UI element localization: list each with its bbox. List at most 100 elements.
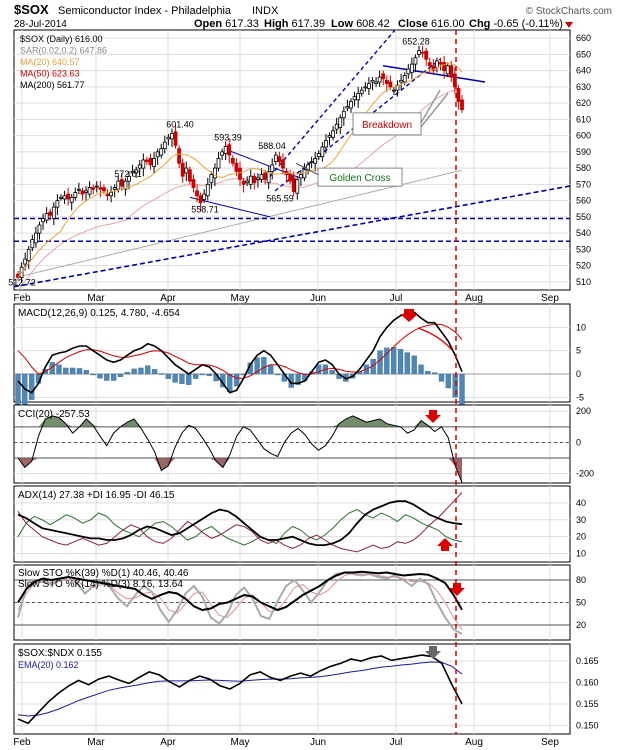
price-annotation: 558.71 bbox=[191, 205, 219, 215]
candle-body bbox=[191, 179, 196, 189]
candle-body bbox=[44, 213, 49, 221]
price-annotation: 512.72 bbox=[8, 277, 36, 287]
macd-hist-bar bbox=[418, 364, 424, 375]
price-legend-item: MA(50) 623.63 bbox=[20, 69, 80, 79]
stoch-label-k39: Slow STO %K(39) %D(1) 40.46, 40.46 bbox=[18, 568, 189, 579]
candle-body bbox=[363, 86, 368, 89]
candle-body bbox=[345, 105, 350, 109]
price-tick-label: 590 bbox=[576, 147, 591, 157]
breakdown-box bbox=[352, 112, 422, 136]
candle-body bbox=[424, 50, 429, 60]
macd-hist-bar bbox=[186, 373, 192, 385]
candle-body bbox=[180, 162, 185, 177]
candle-body bbox=[137, 164, 142, 169]
candle-body bbox=[417, 50, 421, 55]
candle-body bbox=[320, 146, 325, 158]
candle-body bbox=[155, 151, 160, 158]
candle-body bbox=[30, 239, 35, 249]
macd-hist-bar bbox=[404, 352, 411, 375]
stochastics-panel: 80 50 20 Slow STO %K(39) %D(1) 40.46, 40.46… bbox=[13, 564, 586, 641]
down-arrow-icon bbox=[425, 410, 441, 423]
candle-body bbox=[195, 190, 199, 197]
candle-body bbox=[84, 190, 88, 193]
candle-body bbox=[37, 224, 42, 234]
candle-body bbox=[98, 187, 103, 190]
candle-body bbox=[309, 161, 314, 164]
macd-hist-bar bbox=[145, 365, 151, 375]
month-label: Jul bbox=[390, 737, 403, 748]
stochastics-tick-label: 80 bbox=[576, 575, 586, 585]
month-label: Aug bbox=[465, 293, 483, 304]
golden-cross-box bbox=[317, 167, 403, 187]
candle-body bbox=[34, 232, 38, 244]
candle-body bbox=[374, 81, 378, 85]
plus-di-line bbox=[17, 509, 463, 546]
candle-body bbox=[51, 206, 56, 219]
candle-body bbox=[313, 157, 318, 164]
stochastics-tick-label: 50 bbox=[576, 598, 586, 608]
cci-panel: 200 0 -200 CCI(20) -257.53 bbox=[13, 404, 594, 484]
macd-hist-bar bbox=[138, 367, 144, 375]
macd-hist-bar bbox=[425, 371, 431, 375]
down-arrow-icon bbox=[400, 309, 418, 322]
macd-hist-bar bbox=[459, 373, 465, 407]
down-arrow-icon bbox=[449, 583, 465, 596]
golden-cross-pointer bbox=[295, 162, 319, 176]
candle-body bbox=[162, 141, 167, 150]
macd-hist-bar bbox=[76, 368, 83, 375]
macd-hist-bar bbox=[274, 373, 281, 376]
adx-line bbox=[17, 500, 463, 546]
month-label: Apr bbox=[160, 293, 176, 304]
breakdown-pointer bbox=[420, 89, 449, 128]
candle-body bbox=[409, 63, 414, 73]
price-tick-label: 550 bbox=[576, 212, 591, 222]
stoch-label-k14: Slow STO %K(14) %D(3) 8.16, 13.64 bbox=[18, 579, 183, 590]
macd-hist-bar bbox=[29, 373, 35, 400]
macd-hist-bar bbox=[315, 364, 322, 375]
candle-body bbox=[220, 151, 224, 156]
candle-body bbox=[177, 148, 182, 164]
macd-hist-bar bbox=[411, 355, 417, 375]
breakdown-line bbox=[382, 64, 486, 83]
macd-hist-bar bbox=[445, 373, 451, 389]
price-tick-label: 520 bbox=[576, 261, 591, 271]
candle-body bbox=[234, 162, 239, 172]
macd-hist-bar bbox=[206, 373, 212, 377]
ratio-line bbox=[17, 654, 463, 725]
ratio-frame bbox=[13, 643, 571, 735]
adx-tick-label: 10 bbox=[576, 549, 586, 559]
candle-body bbox=[377, 76, 382, 83]
cci-label: CCI(20) -257.53 bbox=[18, 409, 90, 420]
candle-body bbox=[356, 92, 361, 101]
stochastics-tick-label: 20 bbox=[576, 620, 586, 630]
adx-tick-label: 30 bbox=[576, 515, 586, 525]
macd-hist-bar bbox=[329, 370, 335, 375]
golden-cross-label: Golden Cross bbox=[329, 173, 390, 184]
cci-line bbox=[17, 415, 463, 483]
price-tick-label: 540 bbox=[576, 228, 591, 238]
macd-hist-bar bbox=[233, 373, 240, 387]
ohlc-close: Close 616.00 bbox=[398, 18, 465, 30]
cci-frame bbox=[13, 404, 571, 484]
ma20-line bbox=[17, 63, 463, 278]
candle-body bbox=[130, 170, 135, 174]
candle-body bbox=[295, 179, 300, 194]
price-tick-label: 600 bbox=[576, 131, 591, 141]
month-label: Jul bbox=[390, 293, 403, 304]
stoch-k14-line bbox=[17, 571, 463, 635]
macd-hist-bar bbox=[432, 372, 438, 375]
macd-hist-bar bbox=[295, 373, 301, 385]
candle-body bbox=[202, 193, 207, 200]
candle-body bbox=[127, 175, 131, 182]
candle-body bbox=[460, 99, 464, 111]
price-tick-label: 510 bbox=[576, 277, 591, 287]
chart-index-name: Semiconductor Index - Philadelphia bbox=[58, 5, 232, 17]
candle-body bbox=[134, 169, 139, 174]
candle-body bbox=[291, 177, 296, 192]
adx-tick-label: 40 bbox=[576, 498, 586, 508]
candle-body bbox=[338, 117, 343, 128]
months-axis-top: Feb Mar Apr May Jun Jul Aug Sep bbox=[13, 293, 559, 304]
candle-body bbox=[349, 101, 353, 109]
macd-hist-bar bbox=[104, 373, 110, 381]
price-panel: 510 520 530 540 550 560 570 580 590 600 610 620 630 6… bbox=[8, 29, 591, 291]
